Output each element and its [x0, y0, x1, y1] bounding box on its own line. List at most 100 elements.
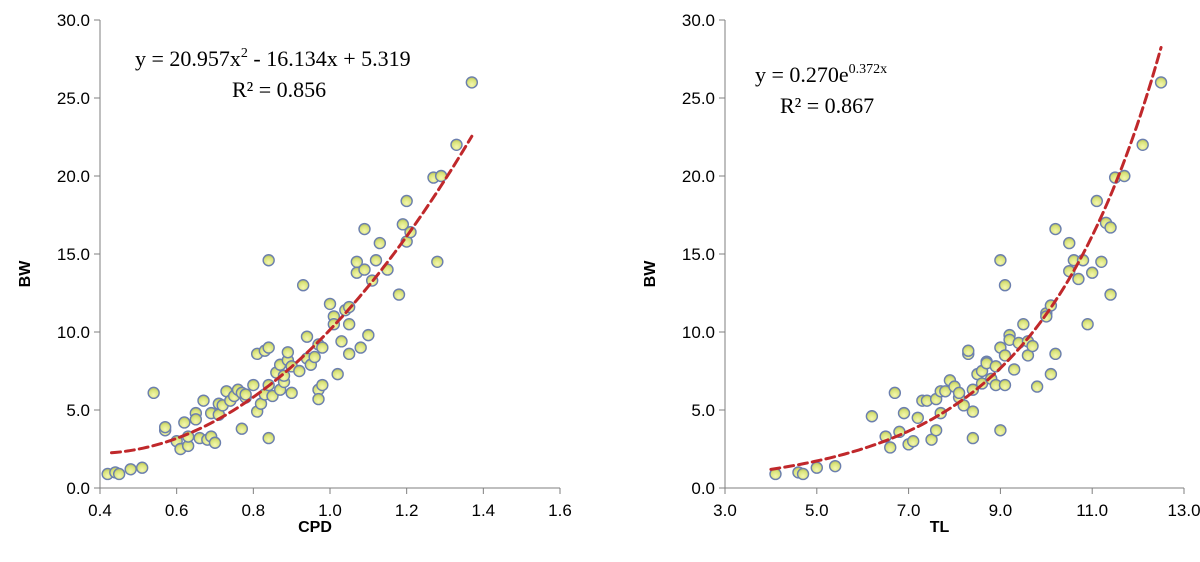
equation-part: y = 20.957x [135, 46, 241, 71]
data-point [316, 341, 329, 354]
data-point [911, 411, 924, 424]
data-point [966, 405, 980, 418]
y-tick-label: 0.0 [66, 479, 90, 498]
x-tick-label: 13.0 [1167, 501, 1200, 520]
data-point [308, 350, 321, 364]
data-point [1007, 363, 1021, 376]
data-point [434, 169, 448, 183]
data-point [358, 263, 371, 276]
data-point [1090, 194, 1103, 208]
y-tick-label: 10.0 [57, 323, 90, 342]
data-point [331, 367, 344, 381]
data-point [362, 328, 375, 342]
r-squared-label: R² = 0.856 [232, 77, 326, 102]
x-tick-label: 1.2 [395, 501, 419, 520]
y-tick-label: 5.0 [691, 401, 715, 420]
data-point [158, 420, 172, 434]
r-squared-label: R² = 0.867 [780, 93, 874, 118]
x-tick-label: 11.0 [1076, 501, 1108, 520]
data-point [796, 467, 810, 481]
data-point [316, 378, 329, 392]
data-point [1118, 169, 1131, 183]
data-point [994, 254, 1007, 267]
data-point [300, 330, 314, 343]
y-tick-label: 5.0 [66, 401, 90, 420]
y-tick-label: 10.0 [682, 323, 715, 342]
data-point [1154, 76, 1168, 89]
data-point [342, 347, 356, 361]
data-point [1095, 255, 1108, 268]
data-point [262, 254, 275, 267]
data-point [112, 467, 126, 481]
data-point [208, 436, 222, 449]
data-point [400, 194, 413, 208]
equation-part: y = 0.270e [755, 62, 849, 87]
data-point [392, 288, 406, 301]
data-point [1030, 380, 1044, 393]
data-point [998, 349, 1012, 362]
data-point [962, 344, 975, 357]
data-point [369, 254, 383, 267]
y-tick-label: 25.0 [57, 89, 90, 108]
data-point [1081, 318, 1094, 331]
equation-part: 2 [241, 46, 248, 61]
y-tick-label: 0.0 [691, 479, 715, 498]
data-point [342, 318, 356, 331]
data-point [354, 341, 367, 354]
data-point [1017, 318, 1030, 331]
data-point [281, 346, 295, 359]
data-point [1085, 266, 1099, 279]
data-point [431, 255, 444, 268]
data-point [235, 422, 249, 435]
x-axis-label: CPD [298, 519, 332, 536]
x-tick-label: 5.0 [805, 501, 829, 520]
y-tick-label: 25.0 [682, 89, 715, 108]
data-point [178, 416, 191, 429]
x-tick-label: 0.4 [88, 501, 112, 520]
x-tick-label: 1.6 [548, 501, 572, 520]
data-point [897, 406, 911, 420]
x-tick-label: 1.4 [472, 501, 496, 520]
x-tick-label: 3.0 [713, 501, 737, 520]
data-point [323, 297, 337, 311]
data-point [312, 392, 325, 406]
data-point [296, 279, 310, 292]
data-point [465, 76, 479, 89]
y-tick-label: 30.0 [682, 11, 715, 30]
data-point [888, 386, 902, 400]
data-point [197, 394, 210, 407]
data-point [396, 218, 410, 231]
data-point [994, 424, 1007, 437]
data-point [293, 364, 306, 378]
data-point [1063, 236, 1076, 250]
data-point [1049, 222, 1062, 236]
data-point [884, 441, 897, 454]
data-point [810, 461, 823, 474]
equation-part: - 16.134x + 5.319 [248, 46, 411, 71]
data-point [247, 378, 260, 392]
y-tick-label: 20.0 [57, 167, 90, 186]
y-tick-label: 20.0 [682, 167, 715, 186]
chart-panel-1: 0.0 5.0 10.0 15.0 20.0 25.0 30.0 0.4 0.6 0.8 1.0 1.… [17, 11, 572, 536]
data-point [1044, 367, 1058, 381]
data-point [966, 431, 980, 445]
data-point [952, 386, 966, 400]
data-point [1136, 138, 1149, 152]
data-point [929, 424, 943, 437]
data-point [358, 222, 371, 236]
x-axis-label: TL [930, 519, 950, 536]
data-point [998, 378, 1012, 392]
data-point [189, 413, 203, 426]
trendline-equation: y = 20.957x2 - 16.134x + 5.319 [135, 46, 411, 71]
y-axis-label: BW [17, 260, 34, 288]
data-point [335, 335, 348, 348]
trendline [110, 134, 474, 455]
data-point [1072, 272, 1085, 286]
x-tick-label: 0.8 [242, 501, 266, 520]
y-tick-label: 30.0 [57, 11, 90, 30]
trendline-equation: y = 0.270e0.372x [755, 62, 887, 87]
y-tick-label: 15.0 [57, 245, 90, 264]
data-point [1026, 339, 1039, 353]
